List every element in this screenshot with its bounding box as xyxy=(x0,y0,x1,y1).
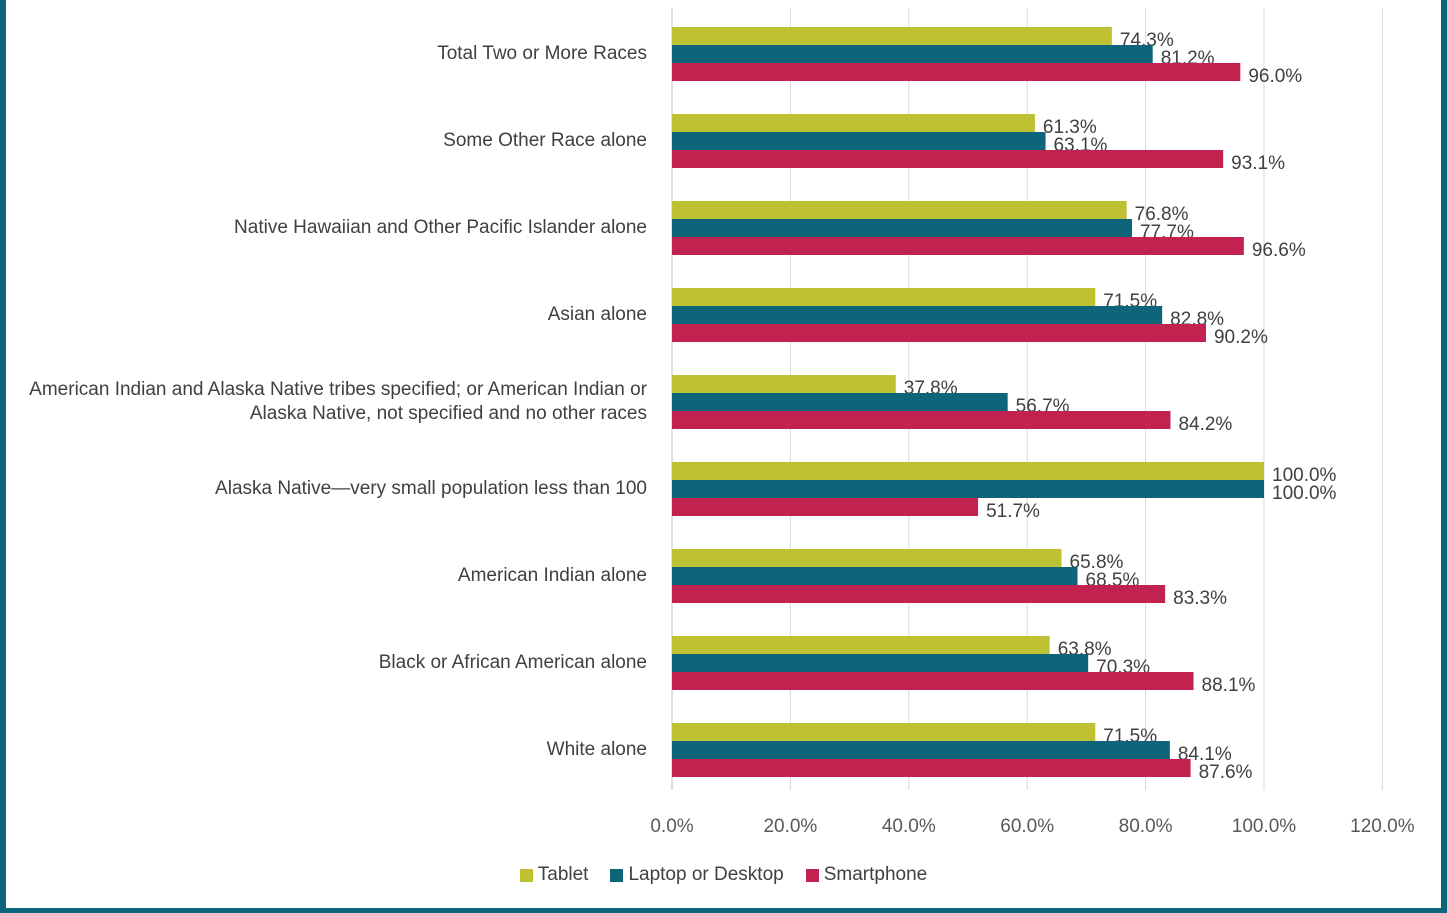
bar-smartphone xyxy=(672,324,1206,342)
legend: Tablet Laptop or Desktop Smartphone xyxy=(0,864,1447,886)
legend-label: Smartphone xyxy=(823,864,928,885)
x-tick-label: 100.0% xyxy=(1232,816,1297,837)
bar-laptop-or-desktop xyxy=(672,741,1170,759)
data-label: 90.2% xyxy=(1214,327,1268,348)
data-label: 96.6% xyxy=(1252,240,1306,261)
bar-laptop-or-desktop xyxy=(672,567,1078,585)
bar-laptop-or-desktop xyxy=(672,219,1132,237)
legend-item: Tablet xyxy=(519,864,589,886)
bar-smartphone xyxy=(672,672,1194,690)
category-label: Alaska Native—very small population less… xyxy=(215,478,647,499)
bar-laptop-or-desktop xyxy=(672,45,1153,63)
bar-tablet xyxy=(672,636,1050,654)
legend-item: Smartphone xyxy=(805,864,928,886)
data-label: 76.8% xyxy=(1135,204,1189,225)
bar-laptop-or-desktop xyxy=(672,480,1264,498)
bar-smartphone xyxy=(672,411,1171,429)
category-label: Asian alone xyxy=(547,304,647,325)
x-tick-label: 0.0% xyxy=(650,816,693,837)
bar-smartphone xyxy=(672,63,1241,81)
bar-smartphone xyxy=(672,759,1191,777)
bar-tablet xyxy=(672,27,1112,45)
data-label: 84.2% xyxy=(1178,414,1232,435)
data-label: 83.3% xyxy=(1173,588,1227,609)
bar-smartphone xyxy=(672,585,1166,603)
legend-label: Tablet xyxy=(537,864,589,885)
category-label: White alone xyxy=(546,739,647,760)
bar-laptop-or-desktop xyxy=(672,393,1008,411)
bar-laptop-or-desktop xyxy=(672,654,1089,672)
category-label: American Indian and Alaska Native tribes… xyxy=(29,379,647,424)
bar-laptop-or-desktop xyxy=(672,132,1046,150)
legend-swatch xyxy=(519,868,533,882)
x-tick-label: 60.0% xyxy=(1000,816,1054,837)
legend-swatch xyxy=(805,868,819,882)
data-label: 88.1% xyxy=(1202,675,1256,696)
bar-tablet xyxy=(672,462,1264,480)
category-label: Native Hawaiian and Other Pacific Island… xyxy=(234,217,647,238)
legend-swatch xyxy=(610,868,624,882)
bar-smartphone xyxy=(672,498,979,516)
bar-tablet xyxy=(672,201,1127,219)
category-label: Some Other Race alone xyxy=(443,130,647,151)
x-tick-label: 20.0% xyxy=(763,816,817,837)
data-label: 100.0% xyxy=(1272,465,1337,486)
x-tick-label: 120.0% xyxy=(1350,816,1415,837)
bar-tablet xyxy=(672,288,1096,306)
x-tick-label: 40.0% xyxy=(882,816,936,837)
x-tick-label: 80.0% xyxy=(1119,816,1173,837)
data-label: 100.0% xyxy=(1272,483,1337,504)
bar-tablet xyxy=(672,375,896,393)
data-label: 96.0% xyxy=(1248,66,1302,87)
data-label: 65.8% xyxy=(1070,552,1124,573)
legend-item: Laptop or Desktop xyxy=(610,864,784,886)
legend-label: Laptop or Desktop xyxy=(628,864,784,885)
category-label: Black or African American alone xyxy=(378,652,647,673)
data-label: 84.1% xyxy=(1178,744,1232,765)
data-label: 61.3% xyxy=(1043,117,1097,138)
bar-tablet xyxy=(672,723,1096,741)
bar-tablet xyxy=(672,114,1035,132)
data-label: 87.6% xyxy=(1199,762,1253,783)
category-label: Total Two or More Races xyxy=(437,43,647,64)
data-label: 93.1% xyxy=(1231,153,1285,174)
bar-laptop-or-desktop xyxy=(672,306,1163,324)
bar-smartphone xyxy=(672,237,1244,255)
category-label: American Indian alone xyxy=(457,565,647,586)
bar-smartphone xyxy=(672,150,1224,168)
data-label: 51.7% xyxy=(986,501,1040,522)
bar-tablet xyxy=(672,549,1062,567)
